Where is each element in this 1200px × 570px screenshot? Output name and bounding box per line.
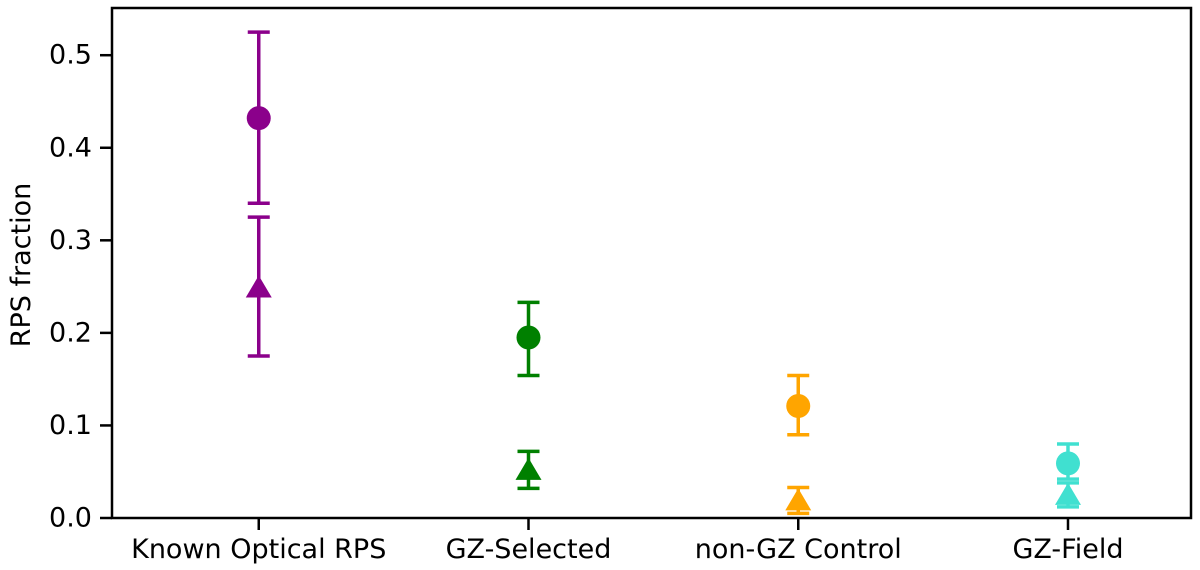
data-series — [245, 30, 1081, 516]
plot-border — [110, 6, 1193, 520]
ticks: 0.0 0.1 0.2 0.3 0.4 0.5 Known Optical RPS GZ-Se… — [49, 40, 1123, 565]
data-point-triangle — [785, 488, 812, 511]
x-tick-label: GZ-Field — [1012, 534, 1123, 565]
y-tick-label: 0.4 — [49, 132, 92, 163]
y-tick-label: 0.3 — [49, 225, 92, 256]
x-tick-label: non-GZ Control — [695, 534, 902, 565]
y-tick-label: 0.2 — [49, 317, 92, 348]
data-point-circle — [786, 394, 811, 419]
data-point-triangle — [515, 457, 542, 480]
y-tick-label: 0.0 — [49, 503, 92, 534]
x-tick-label: GZ-Selected — [446, 534, 612, 565]
y-tick-label: 0.1 — [49, 410, 92, 441]
x-tick-label: Known Optical RPS — [131, 534, 386, 565]
y-axis-label: RPS fraction — [6, 183, 37, 347]
data-point-triangle — [1054, 482, 1081, 505]
y-tick-label: 0.5 — [49, 40, 92, 71]
data-point-circle — [516, 325, 541, 350]
data-point-triangle — [245, 275, 272, 298]
data-point-circle — [1055, 451, 1080, 476]
data-point-circle — [246, 106, 271, 131]
axes — [110, 6, 1193, 520]
